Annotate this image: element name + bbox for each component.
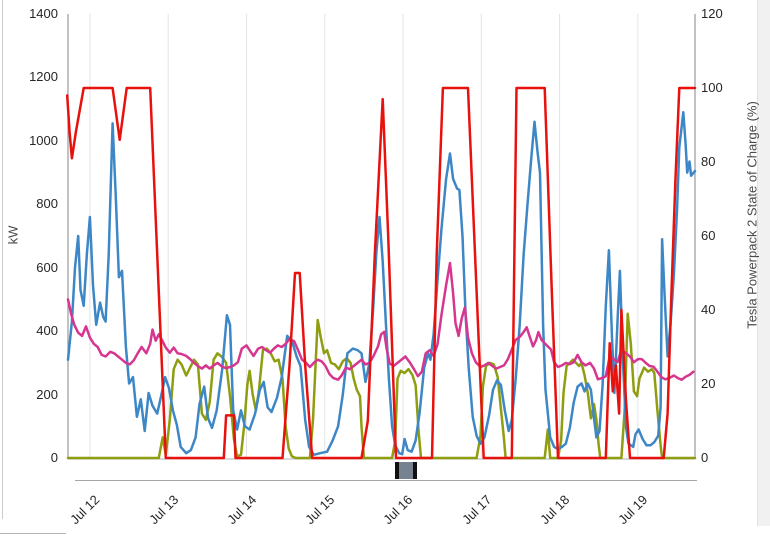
left-axis-tick-label: 800 bbox=[36, 196, 58, 212]
series-red-state-of-charge-pct bbox=[65, 86, 697, 460]
left-axis-tick-label: 200 bbox=[36, 386, 58, 402]
left-axis-tick-label: 1000 bbox=[29, 132, 58, 148]
right-axis-tick-label: 80 bbox=[701, 154, 716, 169]
panel-left-border bbox=[2, 0, 3, 519]
right-axis-tick-label: 120 bbox=[701, 6, 723, 21]
left-axis-tick-label: 1400 bbox=[29, 6, 58, 21]
panel-bottom-border bbox=[0, 533, 66, 534]
right-axis-tick-label: 40 bbox=[701, 302, 716, 317]
right-axis-tick-label: 0 bbox=[701, 450, 709, 465]
left-axis-tick-label: 0 bbox=[50, 450, 58, 465]
left-axis-tick-label: 400 bbox=[36, 323, 58, 339]
vertical-scrollbar-track[interactable] bbox=[757, 0, 770, 526]
left-axis-title: kW bbox=[5, 225, 21, 245]
navigator-scrollbar-thumb[interactable] bbox=[395, 462, 417, 479]
right-axis-tick-label: 60 bbox=[701, 228, 716, 243]
right-axis-tick-label: 100 bbox=[701, 80, 723, 95]
navigator-track-line bbox=[75, 480, 697, 481]
left-axis-tick-label: 1200 bbox=[29, 69, 58, 85]
left-axis-tick-label: 600 bbox=[36, 259, 58, 275]
right-axis-tick-label: 20 bbox=[701, 376, 716, 391]
right-axis-title: Tesla Powerpack 2 State of Charge (%) bbox=[744, 101, 760, 329]
series-magenta-kw bbox=[66, 261, 695, 381]
series-blue-kw bbox=[66, 111, 697, 457]
